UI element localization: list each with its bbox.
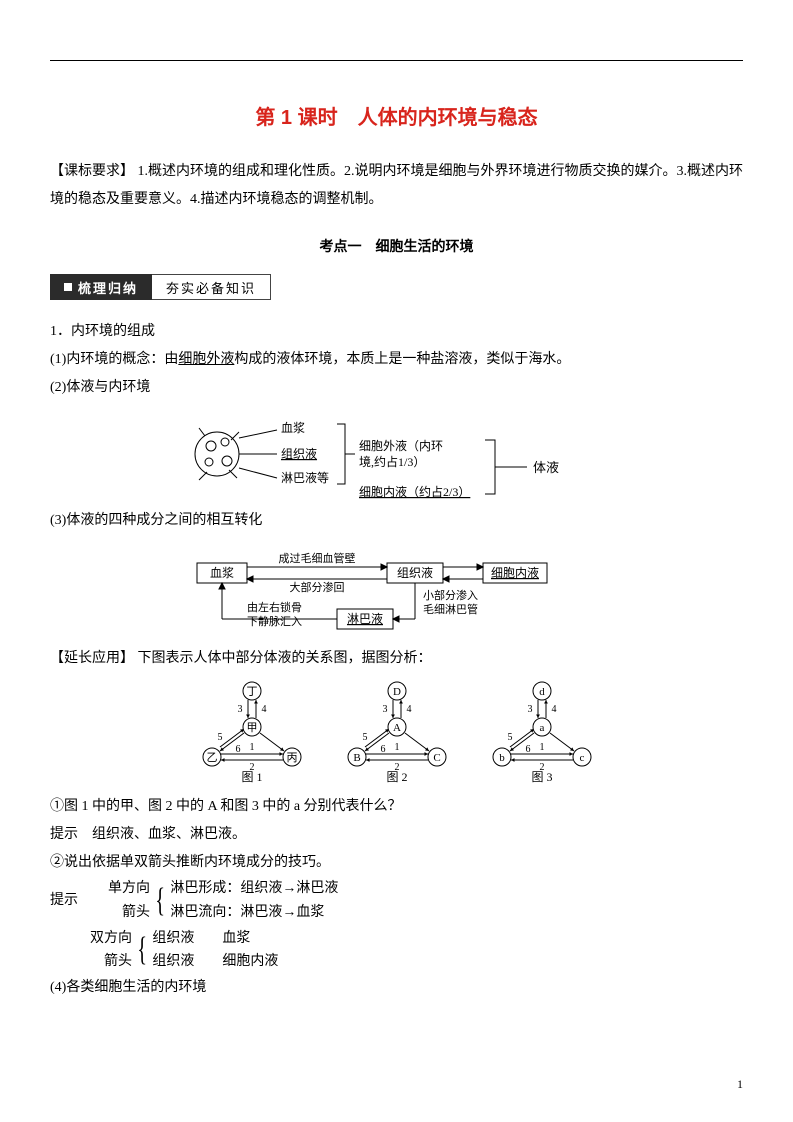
d2-edge-la: 由左右锁骨: [247, 600, 302, 614]
svg-text:5: 5: [507, 732, 512, 743]
kebiao-block: 【课标要求】 1.概述内环境的组成和理化性质。2.说明内环境是细胞与外界环境进行…: [50, 158, 743, 214]
d2-edge-lb: 下静脉汇入: [247, 614, 302, 628]
item-1-4: (4)各类细胞生活的内环境: [50, 974, 743, 1002]
svg-text:丁: 丁: [246, 686, 257, 698]
yanchang-block: 【延长应用】 下图表示人体中部分体液的关系图，据图分析：: [50, 645, 743, 673]
svg-text:1: 1: [394, 742, 399, 753]
q1-hint: 提示 组织液、血浆、淋巴液。: [50, 821, 743, 849]
q2: ②说出依据单双箭头推断内环境成分的技巧。: [50, 849, 743, 877]
brace-icon: {: [154, 884, 166, 918]
d2-edge-top: 成过毛细血管壁: [278, 551, 355, 565]
item-1-3: (3)体液的四种成分之间的相互转化: [50, 507, 743, 535]
page-number: 1: [737, 1077, 743, 1092]
d2-edge-mid: 大部分渗回: [289, 580, 344, 594]
yanchang-label: 【延长应用】: [50, 651, 134, 666]
svg-text:B: B: [353, 752, 360, 764]
d2-zuzhi: 组织液: [396, 565, 432, 580]
svg-text:图 1: 图 1: [241, 770, 262, 784]
square-icon: [64, 283, 72, 291]
kebiao-label: 【课标要求】: [50, 164, 134, 179]
svg-text:3: 3: [382, 704, 387, 715]
item-1-1: (1)内环境的概念：由细胞外液构成的液体环境，本质上是一种盐溶液，类似于海水。: [50, 346, 743, 374]
d1-neiye: 细胞内液（约占2/3）: [359, 484, 470, 499]
diagram-triangles: 345612丁甲乙丙图 1345612DABC图 2345612dabc图 3: [50, 677, 743, 787]
lesson-title: 第 1 课时 人体的内环境与稳态: [50, 101, 743, 130]
d2-xuejiang: 血浆: [209, 565, 233, 580]
item-1-1-b: 构成的液体环境，本质上是一种盐溶液，类似于海水。: [234, 352, 570, 367]
svg-text:d: d: [539, 686, 545, 698]
yanchang-text: 下图表示人体中部分体液的关系图，据图分析：: [134, 651, 432, 666]
b1-head2: 箭头: [108, 901, 150, 925]
d2-neiye: 细胞内液: [490, 565, 538, 580]
svg-text:b: b: [499, 752, 505, 764]
svg-text:4: 4: [261, 704, 266, 715]
b2-head2: 箭头: [90, 950, 132, 974]
svg-text:1: 1: [249, 742, 254, 753]
bracket-hint-2: 提示 双方向 箭头 { 组织液 血浆 组织液 细胞内液: [50, 927, 743, 975]
svg-text:A: A: [393, 722, 401, 734]
tab-light-label: 夯实必备知识: [166, 278, 256, 297]
svg-text:5: 5: [217, 732, 222, 743]
svg-text:图 2: 图 2: [386, 770, 407, 784]
brace-icon-2: {: [136, 933, 148, 967]
svg-text:c: c: [579, 752, 584, 764]
section-tab: 梳理归纳 夯实必备知识: [50, 274, 743, 300]
d2-linba: 淋巴液: [346, 611, 382, 626]
svg-text:5: 5: [362, 732, 367, 743]
d2-edge-ra: 小部分渗入: [423, 588, 478, 602]
tab-light: 夯实必备知识: [152, 274, 271, 300]
kebiao-text: 1.概述内环境的组成和理化性质。2.说明内环境是细胞与外界环境进行物质交换的媒介…: [50, 164, 743, 207]
svg-text:6: 6: [525, 744, 530, 755]
svg-text:6: 6: [380, 744, 385, 755]
top-rule: [50, 60, 743, 61]
svg-text:D: D: [393, 686, 401, 698]
d1-zuzhi: 组织液: [281, 446, 317, 461]
b2-line2: 组织液 细胞内液: [152, 950, 278, 974]
svg-text:4: 4: [406, 704, 411, 715]
kaodian-heading: 考点一 细胞生活的环境: [50, 236, 743, 256]
b1-line2: 淋巴流向：淋巴液→血浆: [170, 901, 338, 925]
diagram-transform: 血浆 组织液 细胞内液 淋巴液 成过毛细血管壁 大部分渗回 由左右锁骨 下静脉汇…: [50, 539, 743, 639]
item-1-1-a: (1)内环境的概念：由: [50, 352, 178, 367]
heading-1: 1．内环境的组成: [50, 318, 743, 346]
tab-dark-label: 梳理归纳: [78, 278, 138, 297]
svg-text:1: 1: [539, 742, 544, 753]
d1-waiye-a: 细胞外液（内环: [359, 438, 443, 453]
svg-text:C: C: [433, 752, 440, 764]
svg-text:3: 3: [527, 704, 532, 715]
svg-text:4: 4: [551, 704, 556, 715]
svg-text:6: 6: [235, 744, 240, 755]
diagram-tiye: 血浆 组织液 淋巴液等 细胞外液（内环 境,约占1/3） 细胞内液（约占2/3）…: [50, 406, 743, 501]
q1: ①图 1 中的甲、图 2 中的 A 和图 3 中的 a 分别代表什么？: [50, 793, 743, 821]
svg-text:甲: 甲: [246, 722, 257, 734]
b2-line1: 组织液 血浆: [152, 927, 278, 951]
svg-text:乙: 乙: [206, 751, 217, 764]
d1-tiye: 体液: [533, 460, 559, 475]
d1-linba: 淋巴液等: [281, 470, 329, 485]
hint-label-1: 提示: [50, 889, 90, 913]
svg-text:a: a: [539, 722, 544, 734]
d2-edge-rb: 毛细淋巴管: [423, 602, 478, 616]
d1-xuejiang: 血浆: [281, 420, 305, 435]
tab-dark: 梳理归纳: [50, 274, 152, 300]
item-1-2: (2)体液与内环境: [50, 374, 743, 402]
svg-text:丙: 丙: [286, 752, 297, 764]
svg-text:3: 3: [237, 704, 242, 715]
bracket-hint-1: 提示 单方向 箭头 { 淋巴形成：组织液→淋巴液 淋巴流向：淋巴液→血浆: [50, 877, 743, 925]
d1-waiye-b: 境,约占1/3）: [359, 454, 425, 469]
svg-text:图 3: 图 3: [531, 770, 552, 784]
item-1-1-underline: 细胞外液: [178, 352, 234, 367]
b1-head: 单方向: [108, 877, 150, 901]
b1-line1: 淋巴形成：组织液→淋巴液: [170, 877, 338, 901]
b2-head: 双方向: [90, 927, 132, 951]
